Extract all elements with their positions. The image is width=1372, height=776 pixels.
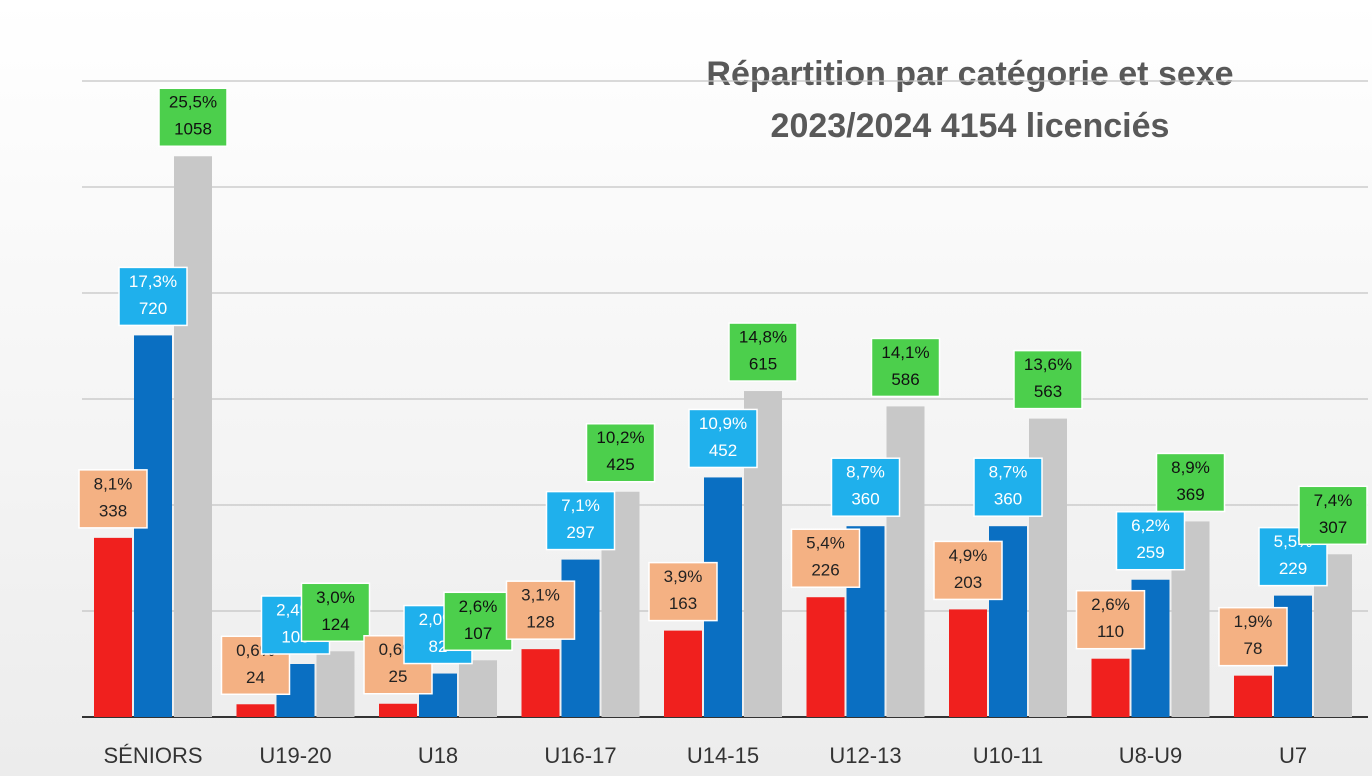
data-label-percent: 25,5% xyxy=(169,93,217,112)
data-label-percent: 7,4% xyxy=(1314,491,1353,510)
data-label-box xyxy=(1115,510,1186,571)
data-label-percent: 10,9% xyxy=(699,414,747,433)
data-label-percent: 7,1% xyxy=(561,496,600,515)
x-tick-label: U18 xyxy=(418,743,458,768)
data-label-percent: 8,7% xyxy=(846,463,885,482)
data-label-box xyxy=(1013,349,1083,410)
data-label-value: 1058 xyxy=(174,120,212,139)
data-label-box xyxy=(688,408,758,469)
data-label-value: 124 xyxy=(321,615,349,634)
data-label-value: 452 xyxy=(709,441,737,460)
data-label-percent: 14,1% xyxy=(881,343,929,362)
data-label-value: 78 xyxy=(1244,639,1263,658)
x-tick-label: U14-15 xyxy=(687,743,759,768)
data-label-box xyxy=(300,582,371,643)
data-label-box xyxy=(973,457,1043,517)
data-label-value: 425 xyxy=(606,455,634,474)
data-label-box xyxy=(870,337,941,398)
x-tick-label: U8-U9 xyxy=(1119,743,1183,768)
data-label-value: 720 xyxy=(139,299,167,318)
data-label-box xyxy=(118,266,188,327)
data-label-box xyxy=(78,469,148,529)
data-label-box xyxy=(158,87,228,148)
bar xyxy=(236,704,275,717)
bar xyxy=(459,660,497,717)
data-label-percent: 6,2% xyxy=(1131,516,1170,535)
data-label-percent: 17,3% xyxy=(129,272,177,291)
data-label-box xyxy=(505,580,576,640)
data-label-value: 259 xyxy=(1136,543,1164,562)
data-label-percent: 3,0% xyxy=(316,588,355,607)
bar xyxy=(949,609,987,717)
chart-title: Répartition par catégorie et sexe xyxy=(706,55,1233,93)
data-label-box xyxy=(933,540,1003,601)
data-label-percent: 13,6% xyxy=(1024,355,1072,374)
x-tick-label: U10-11 xyxy=(973,743,1044,768)
data-label-percent: 4,9% xyxy=(949,546,988,565)
data-label-percent: 2,6% xyxy=(1091,595,1130,614)
x-tick-label: SÉNIORS xyxy=(103,743,202,768)
data-label-value: 307 xyxy=(1319,518,1347,537)
data-label-box xyxy=(443,591,513,652)
x-tick-label: U19-20 xyxy=(259,743,331,768)
data-label-value: 586 xyxy=(891,370,919,389)
bar xyxy=(1091,658,1130,717)
data-label-percent: 5,4% xyxy=(806,534,845,553)
data-label-box xyxy=(790,528,861,588)
data-label-value: 297 xyxy=(566,523,594,542)
data-label-box xyxy=(728,322,798,382)
bar xyxy=(316,651,355,717)
data-label-value: 563 xyxy=(1034,382,1062,401)
data-label-value: 110 xyxy=(1097,622,1124,641)
data-label-value: 203 xyxy=(954,573,982,592)
data-label-percent: 10,2% xyxy=(596,428,644,447)
data-label-value: 360 xyxy=(994,490,1022,509)
data-label-value: 338 xyxy=(99,501,127,520)
data-label-value: 107 xyxy=(464,624,492,643)
bar xyxy=(806,597,845,717)
data-label-percent: 1,9% xyxy=(1234,612,1273,631)
data-label-box xyxy=(1298,485,1368,546)
data-label-value: 82 xyxy=(429,637,448,656)
bar xyxy=(664,630,702,717)
bar xyxy=(521,649,560,717)
data-label-box xyxy=(1075,589,1146,650)
x-tick-label: U12-13 xyxy=(829,743,901,768)
data-label-percent: 8,9% xyxy=(1171,458,1210,477)
x-tick-label: U7 xyxy=(1279,743,1307,768)
bar xyxy=(379,703,417,717)
data-label-percent: 8,7% xyxy=(989,463,1028,482)
data-label-value: 360 xyxy=(851,490,879,509)
data-label-value: 229 xyxy=(1279,559,1307,578)
data-label-value: 25 xyxy=(389,667,408,686)
data-label-box xyxy=(1218,606,1288,667)
x-tick-label: U16-17 xyxy=(544,743,616,768)
data-label-percent: 8,1% xyxy=(94,474,133,493)
data-label-box xyxy=(830,457,901,517)
data-label-percent: 2,6% xyxy=(459,597,498,616)
data-label-percent: 3,9% xyxy=(664,567,703,586)
data-label-value: 226 xyxy=(811,561,839,580)
data-label-value: 369 xyxy=(1176,485,1204,504)
data-label-box xyxy=(1155,452,1226,513)
bar xyxy=(94,537,132,717)
bar xyxy=(1234,675,1272,717)
data-label-value: 128 xyxy=(526,613,554,632)
data-label-box xyxy=(545,490,616,551)
data-label-value: 24 xyxy=(246,668,265,687)
bar xyxy=(886,406,925,717)
data-label-box xyxy=(648,561,718,622)
data-label-percent: 14,8% xyxy=(739,328,787,347)
data-label-box xyxy=(585,423,656,483)
data-label-percent: 3,1% xyxy=(521,586,560,605)
chart-title: 2023/2024 4154 licenciés xyxy=(771,107,1170,145)
data-label-value: 163 xyxy=(669,594,697,613)
bar xyxy=(174,156,212,717)
data-label-value: 615 xyxy=(749,355,777,374)
